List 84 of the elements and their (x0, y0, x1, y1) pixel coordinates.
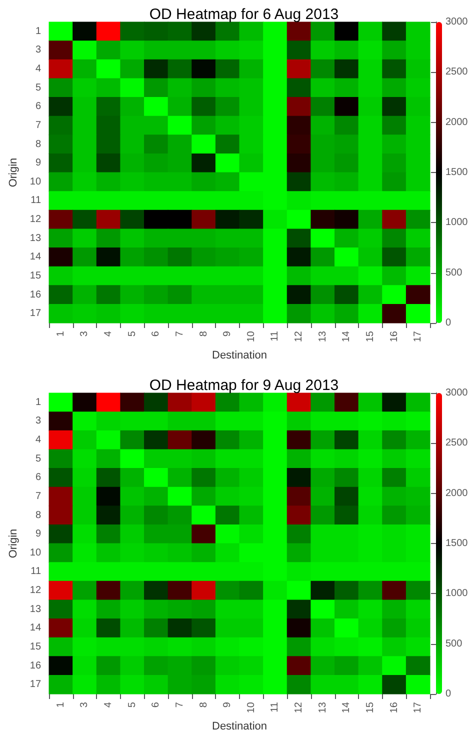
x-tick-label: 13 (317, 330, 328, 342)
x-tick-label: 3 (79, 330, 90, 337)
x-tick-label: 8 (198, 702, 210, 708)
x-tick-label: 3 (79, 702, 90, 708)
x-tick-label: 14 (341, 702, 352, 714)
y-tick-label: 17 (30, 308, 42, 320)
x-tick-label: 16 (388, 702, 400, 714)
color-bar-label: 0 (446, 318, 452, 328)
y-tick-label: 16 (30, 289, 42, 300)
y-tick-label: 4 (35, 434, 42, 446)
x-tick-label: 9 (222, 330, 234, 337)
color-bar-label: 1500 (446, 167, 468, 178)
x-tick-label: 5 (126, 330, 138, 337)
y-tick-label: 13 (30, 232, 42, 244)
x-tick-label: 4 (103, 330, 114, 337)
y-tick-label: 5 (35, 82, 42, 94)
y-tick-label: 17 (30, 679, 42, 690)
color-bar-label: 3000 (446, 16, 468, 28)
y-tick-label: 9 (35, 528, 42, 540)
y-tick-label: 15 (30, 641, 42, 652)
y-tick-label: 7 (35, 120, 42, 131)
y-axis-title: Origin (8, 158, 20, 188)
y-tick-label: 15 (30, 270, 42, 282)
x-tick-label: 7 (174, 702, 186, 708)
x-tick-label: 6 (150, 702, 162, 708)
x-tick-label: 15 (364, 702, 376, 714)
x-tick-label: 11 (270, 330, 281, 342)
y-tick-label: 12 (30, 585, 42, 596)
x-tick-label: 12 (294, 330, 305, 342)
color-bar-label: 0 (446, 688, 452, 700)
y-tick-label: 12 (30, 214, 42, 226)
y-tick-label: 13 (30, 604, 42, 615)
x-tick-label: 5 (126, 702, 138, 708)
color-bar-label: 3000 (446, 388, 468, 398)
x-tick-label: 1 (55, 330, 66, 337)
x-tick-label: 1 (55, 702, 66, 708)
color-bar-label: 500 (446, 267, 463, 278)
color-bar-label: 2000 (446, 116, 468, 128)
x-tick-label: 13 (317, 702, 328, 714)
x-tick-label: 12 (294, 702, 305, 714)
y-tick-label: 7 (35, 490, 42, 502)
x-tick-label: 16 (388, 330, 400, 342)
x-tick-label: 11 (270, 702, 281, 712)
y-tick-label: 10 (30, 547, 42, 558)
y-tick-label: 6 (35, 101, 42, 112)
y-tick-label: 3 (35, 416, 42, 427)
color-bar-label: 1000 (446, 588, 468, 600)
color-bar-label: 2500 (446, 66, 468, 78)
y-axis-title: Origin (8, 528, 20, 558)
x-tick-label: 7 (174, 330, 186, 337)
y-tick-label: 14 (30, 252, 42, 263)
y-tick-label: 11 (30, 566, 42, 578)
x-tick-label: 15 (364, 330, 376, 342)
x-tick-label: 9 (222, 702, 234, 708)
y-tick-label: 1 (35, 26, 42, 37)
color-bar-label: 1500 (446, 538, 468, 549)
x-axis-title: Destination (212, 720, 268, 733)
color-bar-label: 2000 (446, 488, 468, 499)
color-bar-label: 1000 (446, 217, 468, 228)
chart-title: OD Heatmap for 6 Aug 2013 (149, 6, 339, 23)
color-bar-label: 500 (446, 638, 463, 650)
x-tick-label: 14 (341, 330, 352, 342)
y-tick-label: 6 (35, 472, 42, 484)
x-axis-title: Destination (212, 350, 268, 362)
y-tick-label: 8 (35, 510, 42, 521)
y-tick-label: 14 (30, 622, 42, 634)
y-tick-label: 3 (35, 44, 42, 56)
color-bar-label: 2500 (446, 438, 468, 449)
x-tick-label: 17 (412, 702, 424, 714)
x-tick-label: 17 (412, 330, 424, 342)
y-tick-label: 5 (35, 453, 42, 464)
x-tick-label: 10 (246, 702, 257, 714)
y-tick-label: 9 (35, 158, 42, 169)
y-tick-label: 10 (30, 176, 42, 188)
x-tick-label: 8 (198, 330, 210, 337)
x-tick-label: 4 (103, 702, 114, 708)
y-tick-label: 1 (35, 396, 42, 408)
chart-title: OD Heatmap for 9 Aug 2013 (149, 377, 339, 394)
y-tick-label: 11 (30, 195, 42, 206)
x-tick-label: 10 (246, 330, 257, 342)
y-tick-label: 4 (35, 64, 42, 75)
x-tick-label: 6 (150, 330, 162, 337)
y-tick-label: 16 (30, 660, 42, 672)
y-tick-label: 8 (35, 138, 42, 150)
